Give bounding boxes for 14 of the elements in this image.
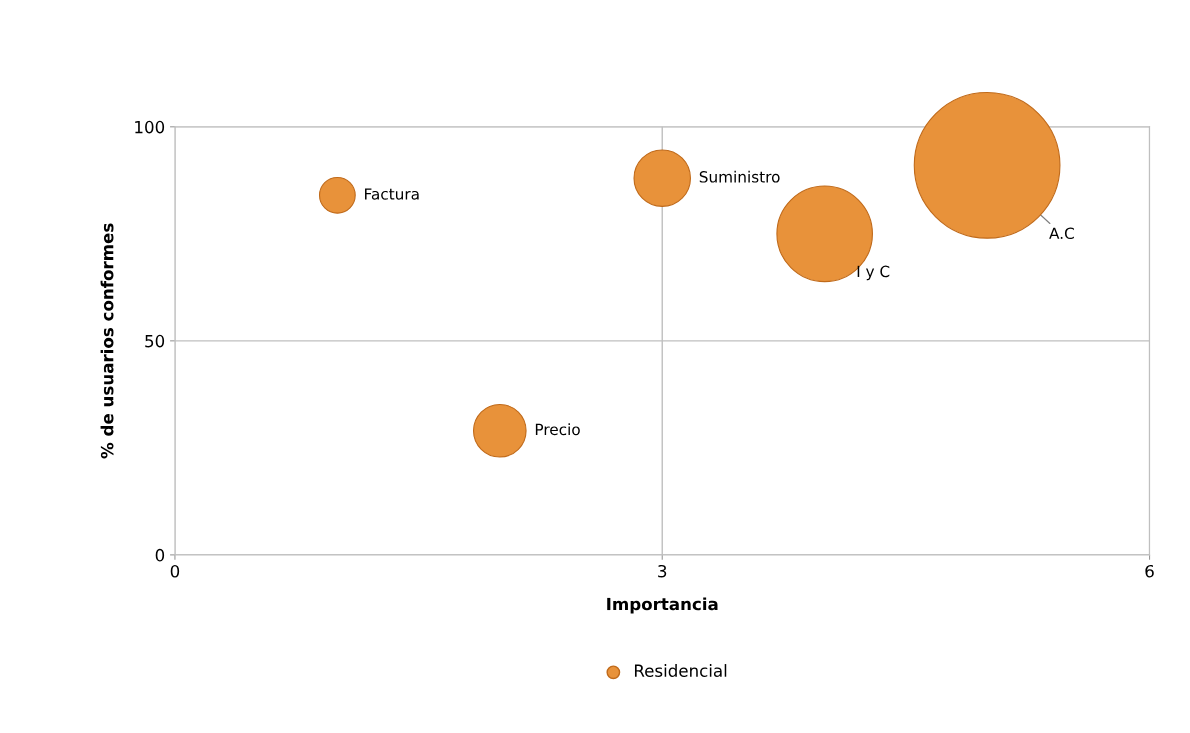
annotation: Precio <box>535 423 580 436</box>
annotation: A.C <box>1049 227 1074 240</box>
legend-label: Residencial <box>634 664 727 677</box>
x-tick-label: 0 <box>170 564 180 578</box>
x-tick-label: 3 <box>658 564 667 578</box>
x-axis-title: Importancia <box>607 597 718 614</box>
y-tick-label: 100 <box>135 120 165 134</box>
y-axis-title: % de usuarios conformes <box>100 223 114 459</box>
annotation: Factura <box>365 188 419 200</box>
annotation: Suministro <box>699 170 780 183</box>
y-tick-label: 0 <box>155 548 165 562</box>
y-tick-label: 50 <box>145 334 165 348</box>
annotation: I y C <box>857 265 890 281</box>
x-tick-label: 6 <box>1145 564 1154 578</box>
